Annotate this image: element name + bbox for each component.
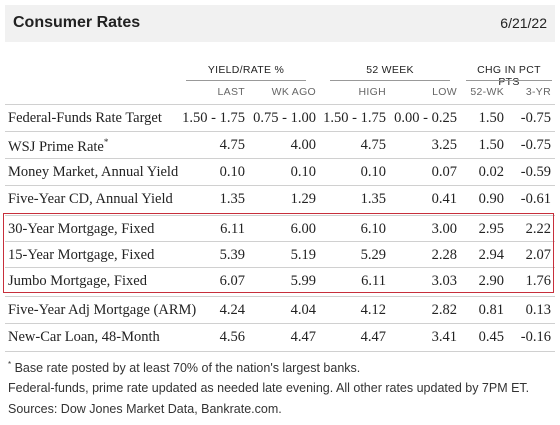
col-header-52-wk: 52-WK <box>470 86 504 98</box>
cell-chg-52-wk: 2.95 <box>478 221 504 237</box>
col-header-high: HIGH <box>358 86 386 98</box>
mortgage-highlight-box <box>3 213 554 293</box>
group-header-52-week: 52 WEEK <box>366 64 414 76</box>
footnote-update-times: Federal-funds, prime rate updated as nee… <box>8 381 530 395</box>
cell-high: 6.10 <box>360 221 386 237</box>
cell-last: 4.75 <box>219 137 245 153</box>
group-underline-change <box>466 80 552 81</box>
row-label: Five-Year Adj Mortgage (ARM) <box>8 302 197 318</box>
col-header-last: LAST <box>217 86 245 98</box>
cell-low: 2.28 <box>431 247 457 263</box>
cell-chg-52-wk: 1.50 <box>478 110 504 126</box>
cell-chg-3-yr: 2.07 <box>525 247 551 263</box>
footnote-marker: * <box>8 360 12 369</box>
cell-low: 3.00 <box>431 221 457 237</box>
table-row: Five-Year Adj Mortgage (ARM) 4.24 4.04 4… <box>5 296 555 324</box>
footnote-marker: * <box>103 137 109 147</box>
table-header-bar: Consumer Rates 6/21/22 <box>5 5 555 42</box>
cell-wk-ago: 1.29 <box>290 191 316 207</box>
cell-last: 6.11 <box>220 221 245 237</box>
cell-wk-ago: 4.47 <box>290 329 316 345</box>
cell-chg-3-yr: -0.16 <box>520 329 551 345</box>
table-row: Five-Year CD, Annual Yield 1.35 1.29 1.3… <box>5 185 555 213</box>
cell-chg-52-wk: 0.45 <box>478 329 504 345</box>
group-header-change: CHG IN PCT PTS <box>477 64 541 88</box>
col-header-wk-ago: WK AGO <box>271 86 316 98</box>
cell-last: 5.39 <box>219 247 245 263</box>
row-label: New-Car Loan, 48-Month <box>8 329 160 345</box>
cell-low: 2.82 <box>431 302 457 318</box>
footnote-sources: Sources: Dow Jones Market Data, Bankrate… <box>8 402 282 416</box>
cell-wk-ago: 4.00 <box>290 137 316 153</box>
cell-low: 0.00 - 0.25 <box>394 110 457 126</box>
table-bottom-rule <box>5 351 555 352</box>
table-row: Federal-Funds Rate Target 1.50 - 1.75 0.… <box>5 104 555 132</box>
cell-chg-52-wk: 0.02 <box>478 164 504 180</box>
cell-low: 0.41 <box>431 191 457 207</box>
cell-wk-ago: 0.75 - 1.00 <box>253 110 316 126</box>
row-label: Money Market, Annual Yield <box>8 164 179 180</box>
cell-wk-ago: 4.04 <box>290 302 316 318</box>
cell-chg-3-yr: 2.22 <box>525 221 551 237</box>
cell-last: 1.35 <box>219 191 245 207</box>
cell-chg-52-wk: 2.94 <box>478 247 504 263</box>
cell-wk-ago: 6.00 <box>290 221 316 237</box>
cell-chg-52-wk: 2.90 <box>478 273 504 289</box>
table-row: Money Market, Annual Yield 0.10 0.10 0.1… <box>5 158 555 186</box>
row-label: Jumbo Mortgage, Fixed <box>8 273 147 289</box>
table-row: Jumbo Mortgage, Fixed 6.07 5.99 6.11 3.0… <box>5 267 555 295</box>
col-header-low: LOW <box>432 86 457 98</box>
row-label: 30-Year Mortgage, Fixed <box>8 221 155 237</box>
col-header-3-yr: 3-YR <box>525 86 551 98</box>
cell-low: 3.25 <box>431 137 457 153</box>
cell-low: 0.07 <box>431 164 457 180</box>
cell-wk-ago: 5.99 <box>290 273 316 289</box>
cell-chg-52-wk: 0.90 <box>478 191 504 207</box>
cell-chg-3-yr: 0.13 <box>525 302 551 318</box>
cell-high: 0.10 <box>360 164 386 180</box>
cell-chg-3-yr: 1.76 <box>525 273 551 289</box>
cell-high: 4.12 <box>360 302 386 318</box>
cell-last: 1.50 - 1.75 <box>182 110 245 126</box>
row-label: 15-Year Mortgage, Fixed <box>8 247 155 263</box>
table-row: 30-Year Mortgage, Fixed 6.11 6.00 6.10 3… <box>5 215 555 243</box>
cell-wk-ago: 0.10 <box>290 164 316 180</box>
cell-high: 1.35 <box>360 191 386 207</box>
cell-chg-52-wk: 1.50 <box>478 137 504 153</box>
row-label: WSJ Prime Rate* <box>8 137 109 155</box>
table-row: WSJ Prime Rate* 4.75 4.00 4.75 3.25 1.50… <box>5 131 555 159</box>
cell-high: 6.11 <box>361 273 386 289</box>
cell-low: 3.41 <box>431 329 457 345</box>
table-date: 6/21/22 <box>500 15 547 31</box>
cell-high: 1.50 - 1.75 <box>323 110 386 126</box>
group-header-yield: YIELD/RATE % <box>207 64 285 76</box>
cell-last: 4.24 <box>219 302 245 318</box>
cell-chg-3-yr: -0.59 <box>520 164 551 180</box>
row-label: Five-Year CD, Annual Yield <box>8 191 173 207</box>
cell-last: 0.10 <box>219 164 245 180</box>
cell-high: 5.29 <box>360 247 386 263</box>
cell-last: 4.56 <box>219 329 245 345</box>
cell-chg-3-yr: -0.75 <box>520 110 551 126</box>
cell-chg-52-wk: 0.81 <box>478 302 504 318</box>
cell-low: 3.03 <box>431 273 457 289</box>
table-title: Consumer Rates <box>13 14 141 31</box>
cell-chg-3-yr: -0.75 <box>520 137 551 153</box>
cell-wk-ago: 5.19 <box>290 247 316 263</box>
cell-last: 6.07 <box>219 273 245 289</box>
footnote-base-rate: * Base rate posted by at least 70% of th… <box>8 360 361 376</box>
group-underline-52-week <box>330 80 450 81</box>
row-label: Federal-Funds Rate Target <box>8 110 162 126</box>
group-underline-yield <box>186 80 306 81</box>
cell-high: 4.47 <box>360 329 386 345</box>
cell-chg-3-yr: -0.61 <box>520 191 551 207</box>
table-row: New-Car Loan, 48-Month 4.56 4.47 4.47 3.… <box>5 323 555 351</box>
table-row: 15-Year Mortgage, Fixed 5.39 5.19 5.29 2… <box>5 241 555 269</box>
cell-high: 4.75 <box>360 137 386 153</box>
